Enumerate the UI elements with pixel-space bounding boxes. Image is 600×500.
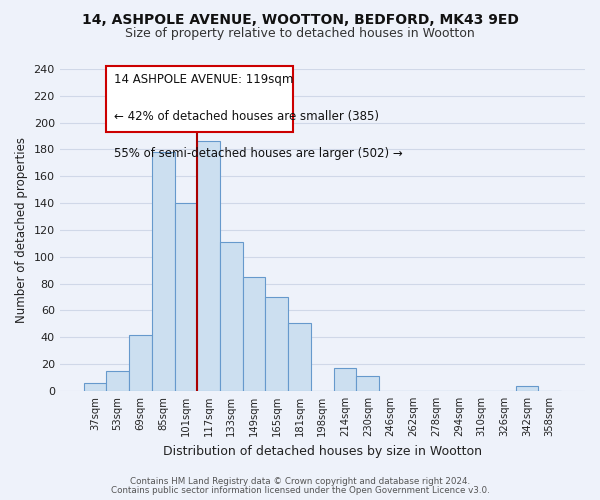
- Text: ← 42% of detached houses are smaller (385): ← 42% of detached houses are smaller (38…: [114, 110, 379, 123]
- Bar: [175, 203, 197, 391]
- Bar: [197, 142, 220, 391]
- Bar: [106, 371, 129, 391]
- Bar: [243, 277, 265, 391]
- Bar: [515, 386, 538, 391]
- Bar: [356, 376, 379, 391]
- Bar: [83, 383, 106, 391]
- Text: Contains HM Land Registry data © Crown copyright and database right 2024.: Contains HM Land Registry data © Crown c…: [130, 477, 470, 486]
- Y-axis label: Number of detached properties: Number of detached properties: [15, 137, 28, 323]
- FancyBboxPatch shape: [106, 66, 293, 132]
- Bar: [288, 322, 311, 391]
- Bar: [129, 334, 152, 391]
- Text: 55% of semi-detached houses are larger (502) →: 55% of semi-detached houses are larger (…: [114, 147, 403, 160]
- Bar: [220, 242, 243, 391]
- Bar: [265, 297, 288, 391]
- Text: 14 ASHPOLE AVENUE: 119sqm: 14 ASHPOLE AVENUE: 119sqm: [114, 73, 293, 86]
- Text: 14, ASHPOLE AVENUE, WOOTTON, BEDFORD, MK43 9ED: 14, ASHPOLE AVENUE, WOOTTON, BEDFORD, MK…: [82, 12, 518, 26]
- Text: Contains public sector information licensed under the Open Government Licence v3: Contains public sector information licen…: [110, 486, 490, 495]
- Text: Size of property relative to detached houses in Wootton: Size of property relative to detached ho…: [125, 28, 475, 40]
- Bar: [334, 368, 356, 391]
- X-axis label: Distribution of detached houses by size in Wootton: Distribution of detached houses by size …: [163, 444, 482, 458]
- Bar: [152, 152, 175, 391]
